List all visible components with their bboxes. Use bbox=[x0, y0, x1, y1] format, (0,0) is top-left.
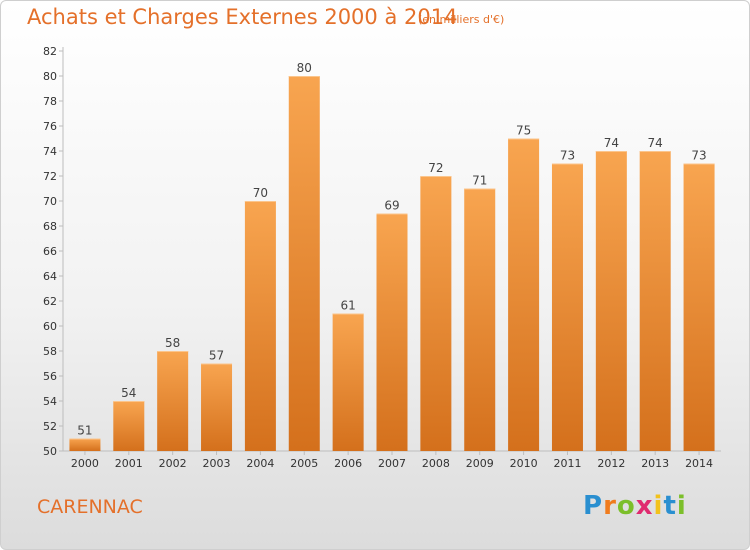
data-label-2014: 73 bbox=[691, 149, 706, 163]
y-tick-label: 66 bbox=[43, 245, 57, 258]
x-tick-label: 2011 bbox=[553, 457, 581, 470]
y-tick-label: 76 bbox=[43, 120, 57, 133]
brand-logo-letter: i bbox=[653, 491, 664, 521]
y-tick-label: 54 bbox=[43, 395, 57, 408]
data-label-2004: 70 bbox=[253, 186, 268, 200]
data-label-2010: 75 bbox=[516, 124, 531, 138]
chart-subtitle: (en milliers d'€) bbox=[418, 13, 505, 26]
x-tick-label: 2009 bbox=[466, 457, 494, 470]
data-label-2001: 54 bbox=[121, 386, 136, 400]
bar-2012 bbox=[595, 151, 627, 451]
x-tick-label: 2010 bbox=[510, 457, 538, 470]
axes: 50 52 54 56 58 60 62 64 66 68 70 72 74 76 78 80 82 2000 20… bbox=[43, 45, 721, 470]
y-tick-label: 82 bbox=[43, 45, 57, 58]
data-label-2013: 74 bbox=[648, 136, 663, 150]
bar-2009 bbox=[464, 188, 496, 451]
x-tick-label: 2000 bbox=[71, 457, 99, 470]
bar-2001 bbox=[113, 401, 145, 451]
y-tick-label: 68 bbox=[43, 220, 57, 233]
x-tick-label: 2003 bbox=[203, 457, 231, 470]
brand-logo-letter: P bbox=[583, 491, 604, 521]
y-tick-label: 80 bbox=[43, 70, 57, 83]
bar-2007 bbox=[376, 213, 408, 451]
brand-logo-letter: i bbox=[676, 491, 687, 521]
bar-2008 bbox=[420, 176, 452, 451]
brand-logo-letter: o bbox=[616, 491, 636, 521]
x-tick-label: 2014 bbox=[685, 457, 713, 470]
data-label-2012: 74 bbox=[604, 136, 619, 150]
y-tick-label: 50 bbox=[43, 445, 57, 458]
data-label-2002: 58 bbox=[165, 336, 180, 350]
y-tick-label: 58 bbox=[43, 345, 57, 358]
x-tick-label: 2006 bbox=[334, 457, 362, 470]
brand-logo: Proxiti bbox=[583, 491, 687, 521]
x-tick-label: 2012 bbox=[597, 457, 625, 470]
data-label-2009: 71 bbox=[472, 174, 487, 188]
data-label-2011: 73 bbox=[560, 149, 575, 163]
x-tick-label: 2002 bbox=[159, 457, 187, 470]
y-tick-label: 64 bbox=[43, 270, 57, 283]
bar-2014 bbox=[683, 163, 715, 451]
y-tick-label: 78 bbox=[43, 95, 57, 108]
bar-2013 bbox=[639, 151, 671, 451]
bar-2005 bbox=[288, 76, 320, 451]
bar-2004 bbox=[244, 201, 276, 451]
data-label-2000: 51 bbox=[77, 424, 92, 438]
y-tick-label: 60 bbox=[43, 320, 57, 333]
x-tick-label: 2004 bbox=[246, 457, 274, 470]
bar-2003 bbox=[201, 363, 233, 451]
x-tick-label: 2008 bbox=[422, 457, 450, 470]
x-tick-label: 2007 bbox=[378, 457, 406, 470]
location-name: CARENNAC bbox=[37, 496, 143, 518]
data-labels: 51 54 58 57 70 80 61 69 72 71 75 73 74 74 73 bbox=[77, 61, 706, 438]
y-tick-label: 70 bbox=[43, 195, 57, 208]
y-tick-label: 74 bbox=[43, 145, 57, 158]
x-tick-label: 2005 bbox=[290, 457, 318, 470]
data-label-2008: 72 bbox=[428, 161, 443, 175]
brand-logo-letter: r bbox=[603, 491, 617, 521]
bar-2000 bbox=[69, 438, 101, 451]
bar-2002 bbox=[157, 351, 189, 451]
bar-2011 bbox=[551, 163, 583, 451]
x-tick-label: 2001 bbox=[115, 457, 143, 470]
y-tick-label: 62 bbox=[43, 295, 57, 308]
bars bbox=[69, 76, 715, 451]
data-label-2006: 61 bbox=[340, 299, 355, 313]
bar-2010 bbox=[508, 138, 540, 451]
chart-title: Achats et Charges Externes 2000 à 2014 bbox=[27, 5, 458, 29]
data-label-2007: 69 bbox=[384, 199, 399, 213]
y-tick-label: 56 bbox=[43, 370, 57, 383]
brand-logo-letter: x bbox=[635, 491, 654, 521]
data-label-2003: 57 bbox=[209, 349, 224, 363]
brand-logo-letter: t bbox=[663, 491, 677, 521]
bar-2006 bbox=[332, 313, 364, 451]
x-tick-label: 2013 bbox=[641, 457, 669, 470]
data-label-2005: 80 bbox=[297, 61, 312, 75]
y-tick-label: 52 bbox=[43, 420, 57, 433]
y-tick-label: 72 bbox=[43, 170, 57, 183]
